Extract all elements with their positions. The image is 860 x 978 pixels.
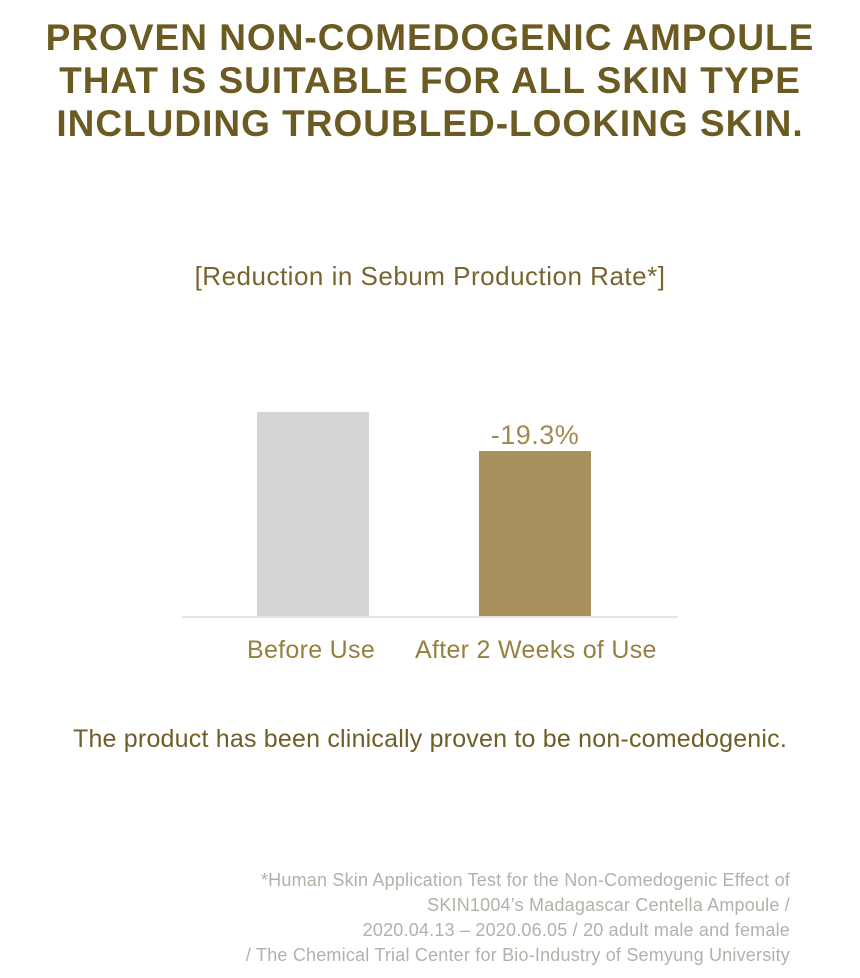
clinical-claim: The product has been clinically proven t… <box>72 725 788 753</box>
x-axis-line <box>182 616 678 618</box>
headline-line-2: THAT IS SUITABLE FOR ALL SKIN TYPE <box>59 60 801 101</box>
footnote-line-1: *Human Skin Application Test for the Non… <box>260 870 790 890</box>
study-footnote: *Human Skin Application Test for the Non… <box>246 868 790 968</box>
footnote-line-3: 2020.04.13 – 2020.06.05 / 20 adult male … <box>362 920 790 940</box>
bar-before-use <box>257 412 369 616</box>
headline-line-1: PROVEN NON-COMEDOGENIC AMPOULE <box>45 17 815 58</box>
footnote-line-2: SKIN1004’s Madagascar Centella Ampoule / <box>427 895 790 915</box>
bar-after-use <box>479 451 591 616</box>
category-label-after-use: After 2 Weeks of Use <box>415 636 657 664</box>
after-bar-value-label: -19.3% <box>490 420 580 450</box>
footnote-line-4: / The Chemical Trial Center for Bio-Indu… <box>245 945 790 965</box>
headline: PROVEN NON-COMEDOGENIC AMPOULE THAT IS S… <box>0 16 860 145</box>
category-label-before-use: Before Use <box>246 636 376 664</box>
chart-title: [Reduction in Sebum Production Rate*] <box>194 261 666 291</box>
headline-line-3: INCLUDING TROUBLED-LOOKING SKIN. <box>56 103 804 144</box>
